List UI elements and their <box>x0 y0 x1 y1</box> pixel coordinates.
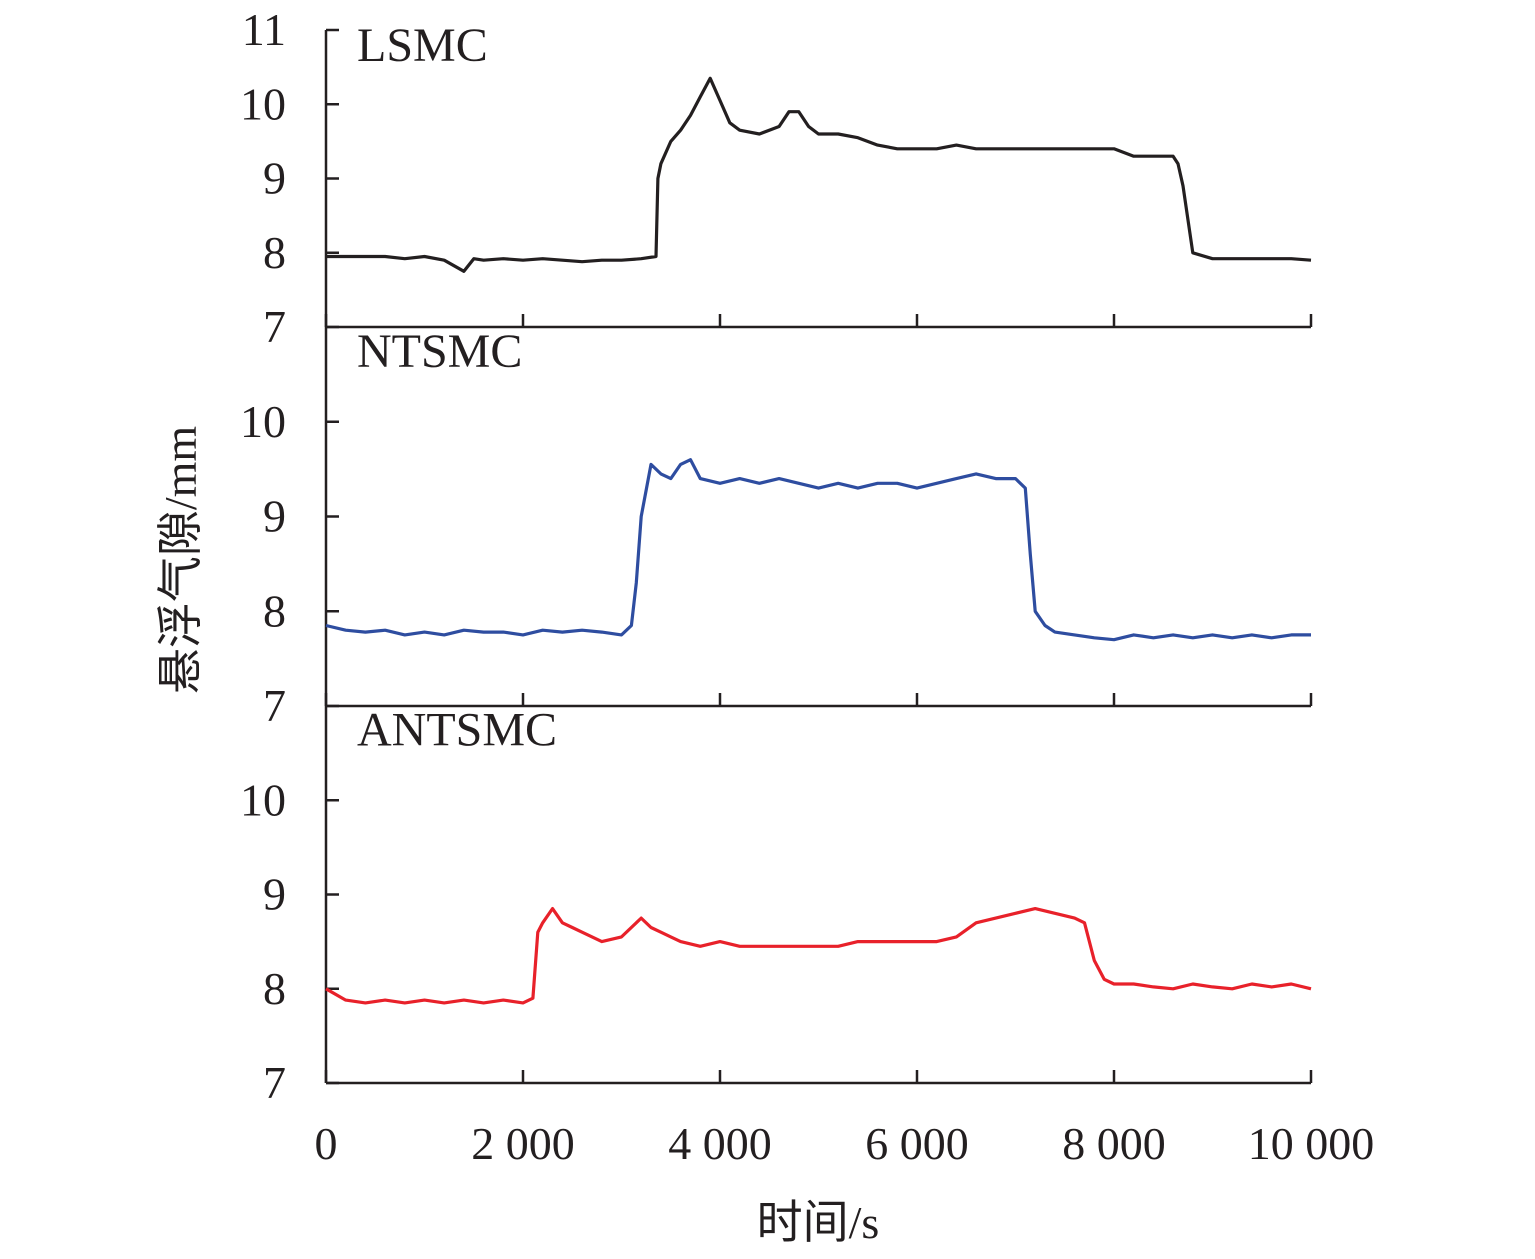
x-tick-label: 8 000 <box>1062 1118 1166 1169</box>
x-tick-label: 0 <box>315 1118 338 1169</box>
y-tick-label: 10 <box>240 78 286 129</box>
y-tick-label: 9 <box>263 869 286 920</box>
y-tick-label: 8 <box>263 227 286 278</box>
y-tick-label: 9 <box>263 153 286 204</box>
y-tick-label: 7 <box>263 301 286 352</box>
x-tick-label: 2 000 <box>471 1118 575 1169</box>
y-axis-title: 悬浮气隙/mm <box>155 426 206 695</box>
y-tick-label: 9 <box>263 491 286 542</box>
panel-label: NTSMC <box>357 325 522 378</box>
x-tick-label: 6 000 <box>865 1118 969 1169</box>
panel-ntsmc: 7 8 9 10 NTSMC <box>240 325 1313 731</box>
y-tick-label: 8 <box>263 963 286 1014</box>
panel-antsmc: 7 8 9 10 ANTSMC <box>240 704 1313 1108</box>
series-line-antsmc <box>325 907 1312 1005</box>
y-tick-label: 7 <box>263 680 286 731</box>
y-tick-label: 10 <box>240 774 286 825</box>
panel-label: LSMC <box>357 19 488 72</box>
plot-area: 7 8 9 10 11 LSMC 7 8 9 10 NTSMC 7 8 9 10 ANTSMC 0 2 000 4 … <box>240 4 1374 1169</box>
series-line-lsmc <box>326 76 1312 273</box>
y-tick-label: 11 <box>242 4 286 55</box>
y-tick-label: 8 <box>263 585 286 636</box>
x-tick-label: 10 000 <box>1248 1118 1375 1169</box>
x-tick-label: 4 000 <box>668 1118 772 1169</box>
panel-label: ANTSMC <box>357 704 557 757</box>
x-axis-title: 时间/s <box>757 1197 880 1248</box>
y-tick-label: 7 <box>263 1057 286 1108</box>
panel-lsmc: 7 8 9 10 11 LSMC <box>240 4 1313 352</box>
series-line-ntsmc <box>325 458 1311 642</box>
y-tick-label: 10 <box>240 396 286 447</box>
